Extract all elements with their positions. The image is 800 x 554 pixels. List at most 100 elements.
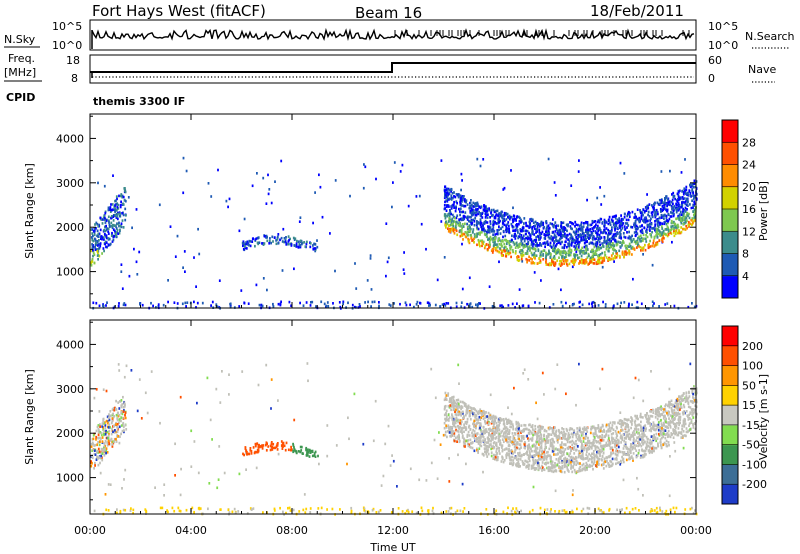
range-gate-cell	[645, 216, 647, 219]
range-gate-cell	[489, 393, 492, 397]
range-gate-cell	[99, 471, 102, 475]
range-gate-cell	[490, 210, 493, 214]
range-gate-cell	[583, 245, 586, 249]
range-gate-cell	[677, 231, 679, 235]
range-gate-cell	[270, 445, 273, 448]
range-gate-cell	[380, 484, 383, 487]
range-gate-cell	[681, 218, 683, 221]
colorbar-tick-label: 4	[742, 270, 749, 283]
range-gate-cell	[300, 242, 303, 246]
range-gate-cell	[447, 224, 450, 227]
range-gate-cell	[580, 225, 583, 229]
range-gate-cell	[520, 221, 522, 224]
range-gate-cell	[503, 248, 505, 252]
range-gate-cell	[514, 246, 517, 249]
range-gate-cell	[103, 214, 106, 218]
range-gate-cell	[450, 432, 453, 435]
range-gate-cell	[517, 460, 520, 463]
range-gate-cell	[548, 236, 551, 240]
range-gate-cell	[611, 242, 614, 245]
range-gate-cell	[472, 433, 475, 437]
range-gate-cell	[483, 208, 486, 212]
range-gate-cell	[109, 210, 112, 213]
range-gate-cell	[664, 220, 667, 224]
range-gate-cell	[660, 199, 663, 202]
range-gate-cell	[246, 453, 248, 456]
range-gate-cell	[515, 241, 518, 245]
range-gate-cell	[684, 508, 687, 511]
range-gate-cell	[647, 206, 650, 210]
range-gate-cell	[564, 256, 566, 259]
range-gate-cell	[496, 243, 498, 246]
range-gate-cell	[590, 250, 592, 253]
range-gate-cell	[558, 231, 560, 234]
range-gate-cell	[244, 446, 247, 449]
range-gate-cell	[577, 452, 580, 456]
range-gate-cell	[676, 200, 679, 203]
range-gate-cell	[131, 226, 133, 230]
range-gate-cell	[452, 196, 454, 200]
range-gate-cell	[560, 226, 563, 230]
range-gate-cell	[119, 400, 121, 403]
range-gate-cell	[662, 207, 665, 210]
range-gate-cell	[565, 461, 568, 465]
range-gate-cell	[684, 206, 687, 210]
range-gate-cell	[473, 223, 476, 227]
range-gate-cell	[525, 229, 527, 233]
range-gate-cell	[693, 179, 696, 183]
range-gate-cell	[554, 230, 557, 233]
range-gate-cell	[455, 223, 457, 226]
range-gate-cell	[456, 201, 458, 205]
range-gate-cell	[459, 224, 461, 228]
range-gate-cell	[462, 216, 465, 219]
range-gate-cell	[488, 228, 491, 231]
range-gate-cell	[460, 172, 463, 176]
range-gate-cell	[510, 215, 513, 219]
range-gate-cell	[281, 240, 284, 243]
range-gate-cell	[249, 447, 252, 450]
range-gate-cell	[497, 221, 499, 225]
range-gate-cell	[294, 449, 297, 453]
range-gate-cell	[389, 304, 392, 307]
range-gate-cell	[249, 240, 252, 243]
range-gate-cell	[469, 211, 472, 214]
range-gate-cell	[663, 232, 666, 236]
range-gate-cell	[482, 224, 484, 227]
range-gate-cell	[312, 244, 314, 247]
range-gate-cell	[610, 218, 613, 222]
range-gate-cell	[655, 234, 658, 237]
range-gate-cell	[667, 435, 670, 438]
range-gate-cell	[661, 238, 663, 242]
range-gate-cell	[109, 206, 112, 209]
range-gate-cell	[623, 436, 626, 440]
range-gate-cell	[306, 454, 309, 457]
range-gate-cell	[568, 254, 570, 257]
range-gate-cell	[592, 262, 595, 265]
range-gate-cell	[159, 506, 162, 510]
range-gate-cell	[458, 218, 461, 221]
range-gate-cell	[429, 304, 431, 307]
range-gate-cell	[580, 234, 583, 237]
range-gate-cell	[496, 229, 499, 232]
range-gate-cell	[293, 448, 296, 451]
range-gate-cell	[111, 417, 114, 420]
range-gate-cell	[561, 255, 564, 258]
range-gate-cell	[692, 221, 694, 225]
range-gate-cell	[464, 222, 466, 226]
range-gate-cell	[446, 222, 449, 225]
range-gate-cell	[545, 230, 547, 234]
range-gate-cell	[550, 455, 552, 459]
range-gate-cell	[100, 431, 103, 435]
range-gate-cell	[571, 493, 574, 497]
range-gate-cell	[470, 234, 473, 237]
range-gate-cell	[666, 302, 669, 305]
range-gate-cell	[621, 450, 624, 454]
range-gate-cell	[684, 400, 687, 403]
range-gate-cell	[549, 222, 552, 225]
range-gate-cell	[498, 225, 500, 228]
range-gate-cell	[658, 216, 661, 220]
range-gate-cell	[174, 474, 176, 477]
range-gate-cell	[284, 240, 287, 243]
range-gate-cell	[620, 222, 623, 225]
range-gate-cell	[631, 253, 633, 256]
